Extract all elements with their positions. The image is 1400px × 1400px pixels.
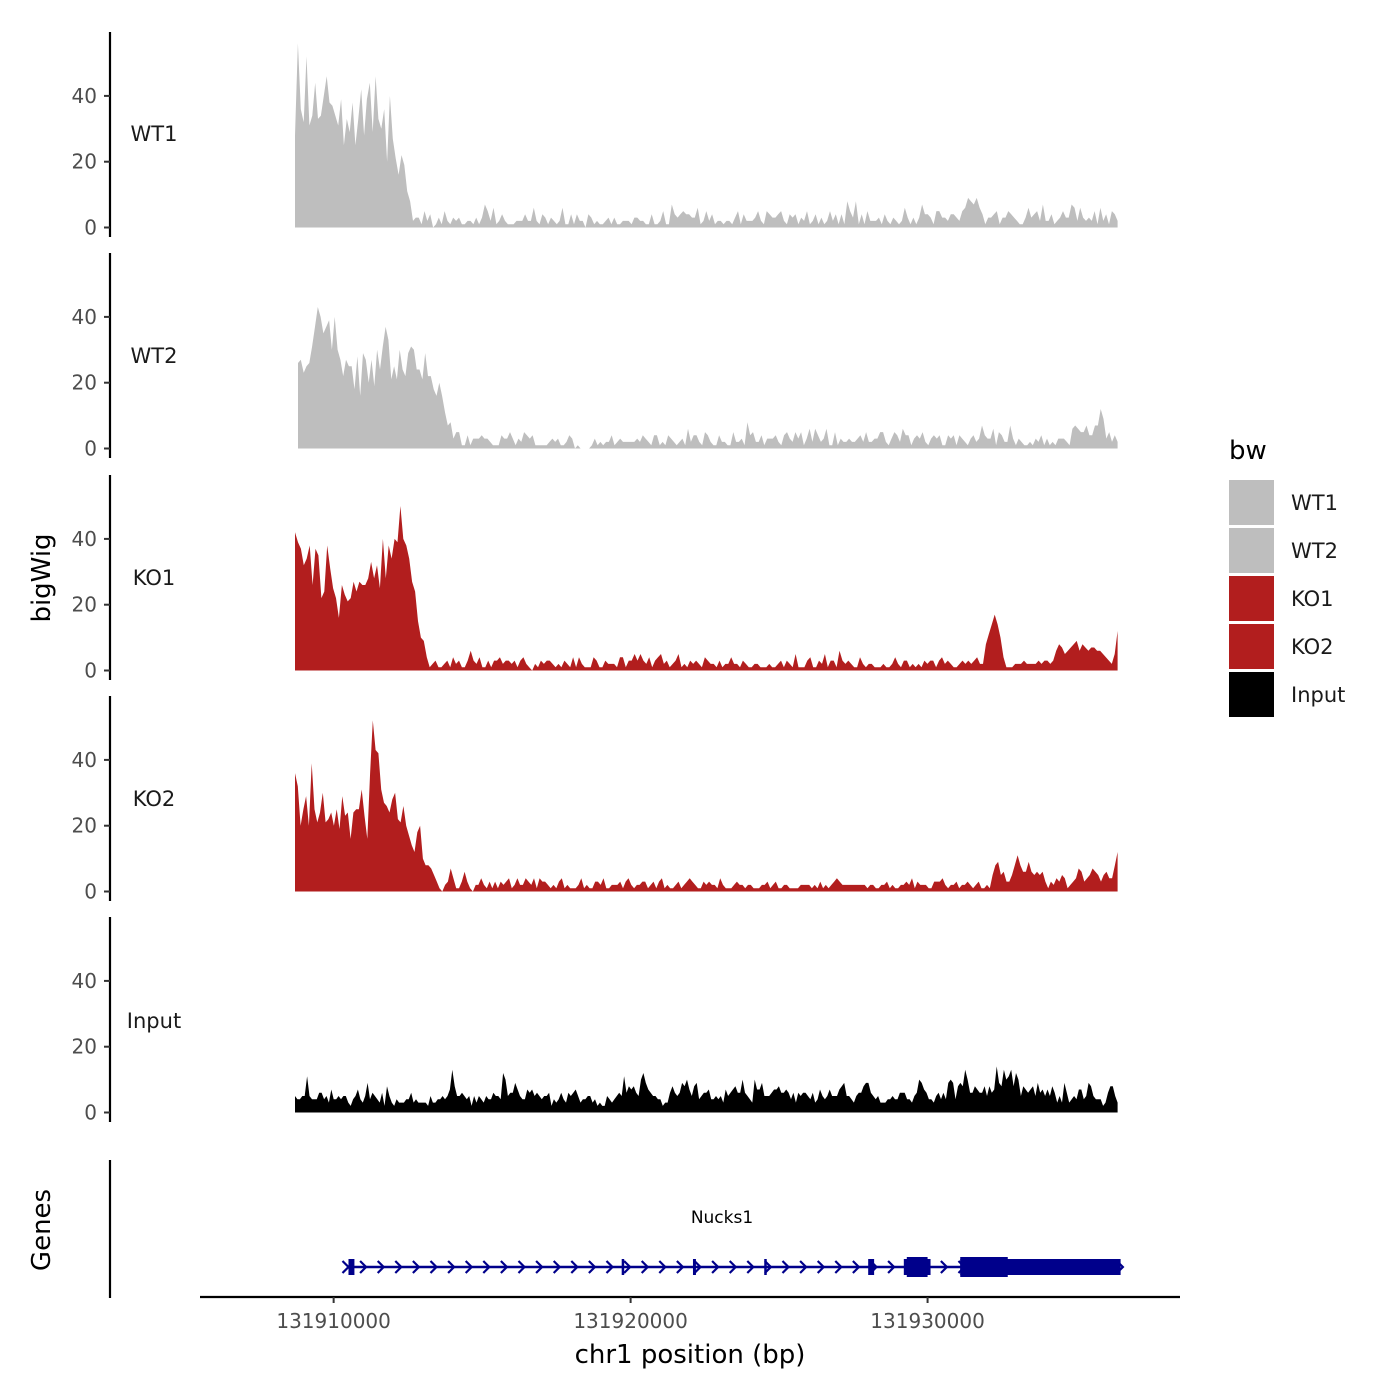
gene-exon bbox=[348, 1259, 355, 1275]
genes-panel: Nucks1 bbox=[108, 1160, 1125, 1298]
gene-cds-exon bbox=[906, 1257, 928, 1277]
y-tick-label: 20 bbox=[72, 1035, 97, 1059]
track-label-ko1: KO1 bbox=[133, 566, 176, 590]
strand-arrow bbox=[799, 1260, 808, 1274]
strand-arrow bbox=[640, 1260, 650, 1274]
legend-key-wt2 bbox=[1229, 528, 1274, 573]
coverage-tracks: 0 20 40 WT1 0 20 40 WT2 0 20 40 KO1 0 20 40 KO2 0 20 40 Inp… bbox=[72, 32, 1118, 1125]
strand-arrow bbox=[940, 1260, 949, 1274]
legend-label-wt2: WT2 bbox=[1291, 539, 1338, 563]
track-ko1: 0 20 40 KO1 bbox=[72, 475, 1118, 683]
strand-arrow bbox=[588, 1260, 597, 1274]
x-axis: 131910000 131920000 131930000 bbox=[200, 1295, 1180, 1333]
coverage-area-ko1 bbox=[295, 506, 1118, 671]
y-tick-label: 20 bbox=[72, 593, 97, 617]
y-tick-label: 0 bbox=[84, 437, 97, 461]
gene-name-label: Nucks1 bbox=[691, 1208, 753, 1228]
strand-arrow bbox=[764, 1260, 773, 1274]
strand-arrow bbox=[464, 1260, 474, 1274]
legend-label-ko2: KO2 bbox=[1291, 635, 1334, 659]
strand-arrow bbox=[834, 1260, 843, 1274]
strand-arrow bbox=[887, 1260, 896, 1274]
genes-axis-title: Genes bbox=[27, 1189, 57, 1271]
strand-arrow bbox=[605, 1260, 615, 1274]
legend: bw WT1 WT2 KO1 KO2 Input bbox=[1229, 436, 1345, 717]
y-tick-label: 40 bbox=[72, 84, 97, 108]
gene-exon bbox=[764, 1259, 767, 1275]
strand-arrow bbox=[500, 1260, 509, 1274]
strand-arrow bbox=[676, 1260, 685, 1274]
track-input: 0 20 40 Input bbox=[72, 917, 1118, 1125]
gene-exon bbox=[692, 1259, 696, 1275]
y-tick-label: 20 bbox=[72, 814, 97, 838]
track-wt1: 0 20 40 WT1 bbox=[72, 32, 1118, 240]
legend-key-ko1 bbox=[1229, 576, 1274, 621]
strand-arrow bbox=[852, 1260, 861, 1274]
track-label-ko2: KO2 bbox=[133, 787, 176, 811]
strand-arrow bbox=[447, 1260, 456, 1274]
coverage-area-input bbox=[295, 1066, 1118, 1113]
legend-key-wt1 bbox=[1229, 480, 1274, 525]
y-tick-label: 40 bbox=[72, 527, 97, 551]
x-tick-label: 131920000 bbox=[573, 1309, 688, 1333]
track-label-input: Input bbox=[127, 1009, 181, 1033]
strand-arrow bbox=[816, 1260, 826, 1274]
strand-arrow bbox=[711, 1260, 720, 1274]
strand-arrow bbox=[693, 1260, 703, 1274]
track-label-wt2: WT2 bbox=[131, 344, 178, 368]
y-tick-label: 0 bbox=[84, 1101, 97, 1125]
coverage-area-ko2 bbox=[295, 720, 1118, 892]
y-tick-label: 40 bbox=[72, 748, 97, 772]
strand-arrow bbox=[359, 1260, 368, 1274]
strand-arrow bbox=[429, 1260, 439, 1274]
strand-arrow bbox=[376, 1260, 386, 1274]
legend-key-input bbox=[1229, 672, 1274, 717]
track-wt2: 0 20 40 WT2 bbox=[72, 253, 1118, 461]
y-tick-label: 20 bbox=[72, 150, 97, 174]
x-axis-title: chr1 position (bp) bbox=[575, 1340, 806, 1370]
strand-arrow bbox=[552, 1260, 562, 1274]
y-tick-label: 0 bbox=[84, 880, 97, 904]
y-tick-label: 20 bbox=[72, 371, 97, 395]
y-axis-title: bigWig bbox=[27, 533, 57, 622]
gene-exon bbox=[621, 1259, 625, 1275]
gene-exon bbox=[868, 1259, 875, 1275]
y-tick-label: 0 bbox=[84, 659, 97, 683]
coverage-area-wt2 bbox=[298, 307, 1118, 449]
coverage-area-wt1 bbox=[295, 43, 1118, 228]
strand-arrow bbox=[570, 1260, 579, 1274]
legend-label-input: Input bbox=[1291, 683, 1345, 707]
strand-arrow bbox=[623, 1260, 632, 1274]
y-tick-label: 40 bbox=[72, 305, 97, 329]
gene-cds-exon bbox=[960, 1257, 1008, 1277]
y-tick-label: 0 bbox=[84, 216, 97, 240]
strand-arrow bbox=[412, 1260, 421, 1274]
y-tick-label: 40 bbox=[72, 969, 97, 993]
strand-arrow bbox=[781, 1260, 791, 1274]
legend-label-wt1: WT1 bbox=[1291, 491, 1338, 515]
strand-arrow bbox=[517, 1260, 527, 1274]
track-ko2: 0 20 40 KO2 bbox=[72, 696, 1118, 904]
legend-label-ko1: KO1 bbox=[1291, 587, 1334, 611]
strand-arrow bbox=[728, 1260, 738, 1274]
x-tick-label: 131910000 bbox=[276, 1309, 391, 1333]
track-label-wt1: WT1 bbox=[131, 122, 178, 146]
strand-arrow bbox=[746, 1260, 755, 1274]
strand-arrow bbox=[535, 1260, 544, 1274]
legend-title: bw bbox=[1229, 436, 1267, 466]
x-tick-label: 131930000 bbox=[870, 1309, 985, 1333]
strand-arrow bbox=[482, 1260, 491, 1274]
strand-arrow bbox=[394, 1260, 403, 1274]
strand-arrow bbox=[658, 1260, 667, 1274]
legend-key-ko2 bbox=[1229, 624, 1274, 669]
